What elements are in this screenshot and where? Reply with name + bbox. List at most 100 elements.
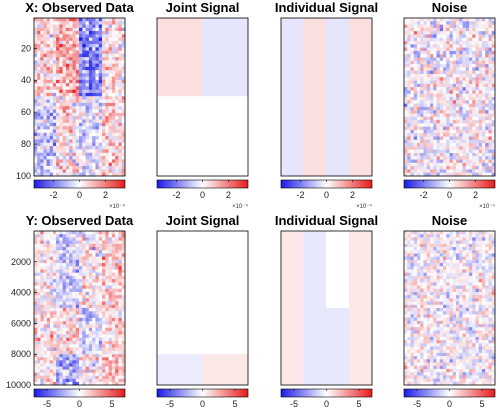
heat-cell <box>443 73 447 78</box>
heat-cell <box>88 132 93 137</box>
heat-block <box>349 231 373 309</box>
heat-cell <box>79 126 83 130</box>
heat-cell <box>49 106 54 110</box>
heat-cell <box>115 282 119 286</box>
heat-cell <box>72 378 77 383</box>
heat-cell <box>34 288 38 293</box>
heat-cell <box>420 314 424 319</box>
heat-cell <box>404 250 408 254</box>
heat-cell <box>72 366 77 370</box>
heat-cell <box>478 37 483 42</box>
heat-cell <box>475 291 480 296</box>
heat-cell <box>49 269 54 274</box>
heat-cell <box>37 259 41 264</box>
heat-cell <box>420 27 424 32</box>
heat-cell <box>43 92 47 97</box>
heat-cell <box>417 133 421 137</box>
heat-cell <box>118 375 123 380</box>
heat-cell <box>443 149 447 154</box>
heat-cell <box>69 347 74 352</box>
heat-cell <box>102 321 106 325</box>
heat-cell <box>433 166 437 170</box>
heat-cell <box>79 106 83 110</box>
heat-cell <box>475 250 480 254</box>
heat-cell <box>452 41 457 45</box>
heat-cell <box>98 372 103 377</box>
heat-cell <box>465 320 470 325</box>
heat-cell <box>472 24 476 29</box>
heat-cell <box>108 159 113 164</box>
heat-cell <box>439 97 444 101</box>
heat-cell <box>46 70 51 74</box>
heat-cell <box>433 263 437 267</box>
heat-cell <box>50 334 54 339</box>
heat-cell <box>478 156 483 160</box>
heat-cell <box>413 298 418 302</box>
heat-cell <box>49 53 54 58</box>
colorbar-tick-label: 2 <box>473 190 478 200</box>
heat-cell <box>459 146 463 151</box>
heat-cell <box>82 126 86 130</box>
heat-cell <box>105 321 109 325</box>
heat-cell <box>420 18 424 22</box>
heat-cell <box>92 321 96 325</box>
heat-cell <box>98 272 103 277</box>
heat-cell <box>59 83 64 87</box>
heat-cell <box>49 21 54 25</box>
heat-cell <box>46 347 51 352</box>
heat-cell <box>79 334 83 339</box>
heat-cell <box>420 54 424 58</box>
heat-cell <box>423 172 428 177</box>
heat-cell <box>417 169 421 174</box>
heat-cell <box>85 169 90 174</box>
heat-cell <box>420 266 424 270</box>
heat-cell <box>85 132 90 137</box>
heat-cell <box>449 87 454 91</box>
heat-cell <box>88 363 93 367</box>
heat-cell <box>108 250 113 254</box>
heat-cell <box>98 47 103 51</box>
heat-cell <box>92 314 96 319</box>
heat-cell <box>92 256 96 261</box>
heat-cell <box>443 31 447 35</box>
heat-cell <box>43 47 47 51</box>
heat-cell <box>482 113 486 118</box>
heat-cell <box>436 234 441 238</box>
heat-cell <box>108 86 113 91</box>
heat-cell <box>98 50 103 55</box>
heat-cell <box>79 327 83 332</box>
heat-cell <box>446 237 450 242</box>
heat-cell <box>69 18 73 22</box>
heat-cell <box>79 321 83 325</box>
heat-cell <box>433 133 437 137</box>
heat-cell <box>472 317 476 322</box>
heat-cell <box>40 92 44 97</box>
heat-cell <box>452 159 457 164</box>
heat-cell <box>413 73 418 78</box>
heat-cell <box>423 247 428 251</box>
heat-cell <box>443 54 447 58</box>
heat-cell <box>88 96 93 100</box>
heat-cell <box>105 146 109 150</box>
heat-cell <box>75 169 80 174</box>
heat-cell <box>417 31 421 35</box>
heat-cell <box>462 159 467 164</box>
heat-cell <box>115 250 119 254</box>
heat-cell <box>88 256 93 261</box>
heat-cell <box>475 100 480 104</box>
heat-cell <box>59 247 64 251</box>
heat-cell <box>102 247 106 251</box>
heat-cell <box>452 247 457 251</box>
heat-cell <box>404 106 408 111</box>
heat-cell <box>446 31 450 35</box>
heat-cell <box>85 327 90 332</box>
heat-cell <box>482 97 486 101</box>
heat-cell <box>88 31 93 35</box>
heat-cell <box>115 24 119 29</box>
heat-cell <box>423 110 428 114</box>
heat-cell <box>75 60 80 65</box>
heat-cell <box>102 331 106 335</box>
heat-cell <box>52 106 57 110</box>
heat-cell <box>417 301 421 306</box>
heat-cell <box>410 133 415 137</box>
